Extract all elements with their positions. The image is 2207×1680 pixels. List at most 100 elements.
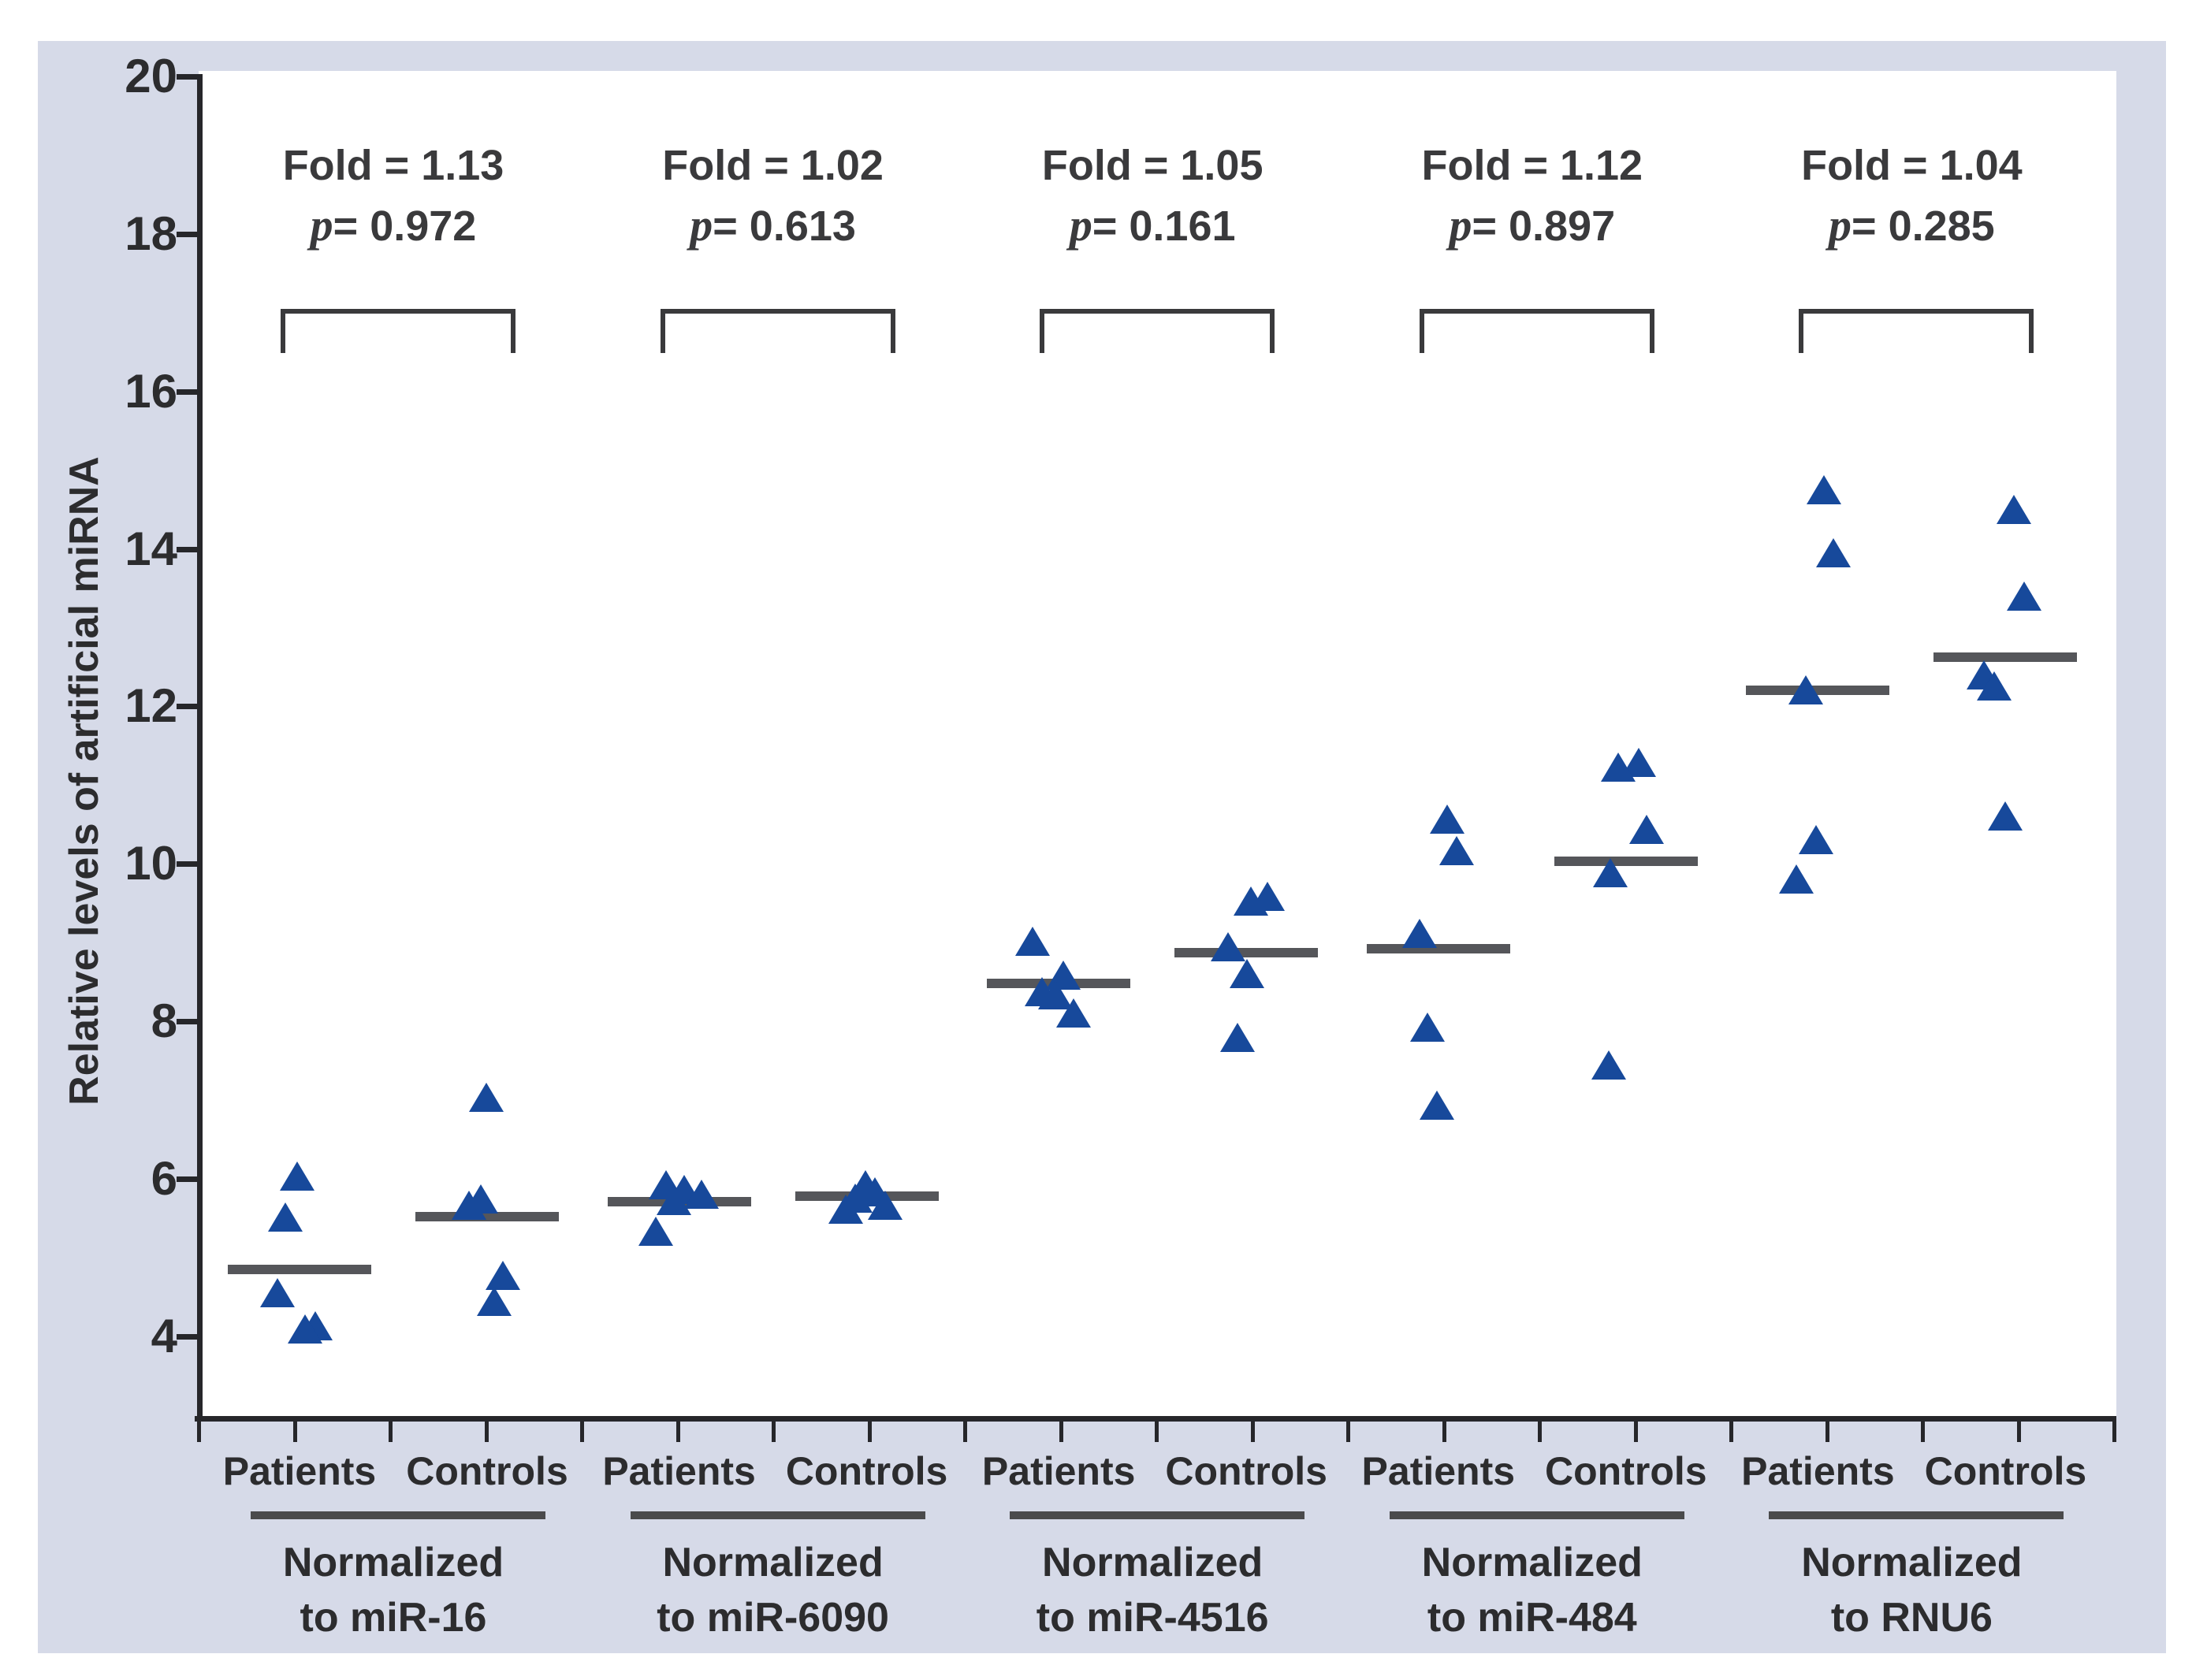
data-point-triangle [1807,474,1842,504]
x-axis-tick [1825,1422,1829,1442]
x-axis-tick [1921,1422,1925,1442]
y-axis-tick [177,73,199,80]
group-caption-line1: Normalized [1421,1540,1643,1585]
data-point-triangle [1628,815,1664,845]
y-axis-tick-label: 14 [125,522,177,575]
fold-p-annotation: Fold = 1.13 p= 0.972 [188,136,598,256]
fold-p-annotation: Fold = 1.04 p= 0.285 [1706,136,2116,256]
controls-label: Controls [1545,1449,1707,1493]
mean-line [415,1212,559,1222]
x-axis-tick [1250,1422,1255,1442]
y-axis-tick-label: 6 [151,1152,177,1206]
y-axis-tick-label: 4 [151,1310,177,1362]
fold-p-annotation: Fold = 1.02 p= 0.613 [568,136,978,256]
data-point-triangle [1211,932,1246,962]
fold-label: Fold = 1.05 [1041,142,1264,189]
data-point-triangle [486,1261,520,1291]
p-symbol: p [1069,199,1092,251]
fold-label: Fold = 1.02 [662,142,884,189]
x-axis-tick [1633,1422,1638,1442]
data-point-triangle [1779,864,1814,894]
group-underline [1389,1511,1684,1519]
group-caption-line1: Normalized [1801,1540,2023,1585]
p-value: = 0.897 [1472,203,1616,250]
significance-bracket [281,309,515,353]
data-point-triangle [1015,927,1051,957]
patients-label: Patients [1741,1449,1895,1493]
data-point-triangle [1409,1013,1445,1043]
controls-label: Controls [785,1449,948,1493]
p-value: = 0.161 [1092,203,1236,250]
data-point-triangle [656,1186,691,1216]
data-point-triangle [268,1202,303,1232]
fold-p-annotation: Fold = 1.12 p= 0.897 [1327,136,1737,256]
x-axis-tick [197,1422,201,1442]
y-axis-tick [177,388,199,395]
data-point-triangle [1997,494,2032,524]
p-value: = 0.972 [333,203,477,250]
group-caption-line2: to miR-16 [300,1595,487,1641]
y-axis-tick [177,231,199,237]
controls-label: Controls [406,1449,568,1493]
group-caption-line1: Normalized [282,1540,504,1585]
controls-label: Controls [1924,1449,2087,1493]
data-point-triangle [1419,1091,1454,1121]
x-axis-tick [2112,1422,2116,1442]
group-caption: Normalized to miR-4516 [947,1535,1357,1645]
data-point-triangle [1429,805,1465,834]
p-symbol: p [1829,199,1852,251]
x-axis-line [195,1416,2116,1422]
x-axis-tick [867,1422,872,1442]
y-axis-tick [177,704,199,710]
fold-label: Fold = 1.04 [1801,142,2023,189]
group-caption-line2: to miR-4516 [1036,1595,1269,1641]
group-caption: Normalized to RNU6 [1706,1535,2116,1645]
data-point-triangle [452,1191,486,1221]
mean-line [1366,944,1510,954]
x-axis-tick [772,1422,776,1442]
patients-label: Patients [1361,1449,1516,1493]
fold-label: Fold = 1.12 [1421,142,1643,189]
p-value: = 0.285 [1852,203,1995,250]
data-point-triangle [280,1162,314,1191]
x-axis-tick [963,1422,967,1442]
data-point-triangle [1799,825,1834,855]
data-point-triangle [828,1195,863,1225]
y-axis-tick-label: 12 [125,679,177,733]
data-point-triangle [1220,1023,1256,1053]
x-axis-tick [484,1422,489,1442]
y-axis-tick [177,1019,199,1025]
group-caption: Normalized to miR-16 [188,1535,598,1645]
data-point-triangle [260,1278,295,1308]
significance-bracket [1040,309,1275,353]
y-axis-tick-label: 18 [125,206,177,260]
patients-label: Patients [222,1449,377,1493]
fold-label: Fold = 1.13 [282,142,504,189]
significance-bracket [1419,309,1654,353]
group-caption: Normalized to miR-6090 [568,1535,978,1645]
significance-bracket [660,309,895,353]
x-axis-tick [675,1422,680,1442]
data-point-triangle [1816,537,1852,567]
data-point-triangle [2007,581,2042,611]
data-point-triangle [1788,675,1824,705]
group-underline [251,1511,545,1519]
data-point-triangle [1438,836,1474,866]
group-caption-line2: to miR-484 [1427,1595,1637,1641]
group-caption-line1: Normalized [662,1540,884,1585]
x-axis-tick [1346,1422,1350,1442]
p-symbol: p [1449,199,1472,251]
data-point-triangle [1234,886,1269,916]
group-underline [1769,1511,2064,1519]
data-point-triangle [1988,801,2023,831]
group-underline [1010,1511,1305,1519]
p-value: = 0.613 [713,203,856,250]
x-axis-tick [389,1422,393,1442]
patients-label: Patients [981,1449,1136,1493]
x-axis-tick [1442,1422,1446,1442]
data-point-triangle [477,1287,512,1317]
group-caption-line2: to miR-6090 [657,1595,889,1641]
data-point-triangle [867,1191,903,1221]
y-axis-tick-label: 16 [125,364,177,418]
data-point-triangle [1056,998,1092,1028]
